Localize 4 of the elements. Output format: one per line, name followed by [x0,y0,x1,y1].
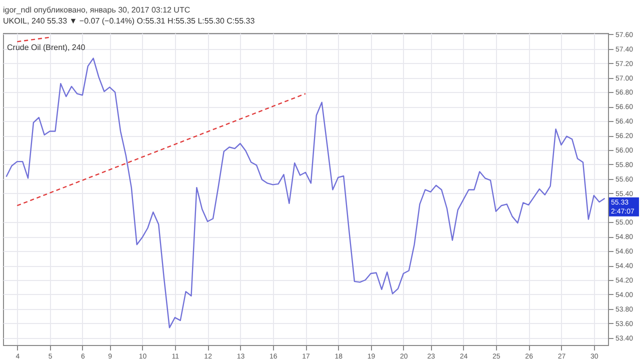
text: Crude Oil (Brent), 240 [7,43,86,52]
line-series [6,58,606,328]
text: igor_ndl опубликовано, январь 30, 2017 03:12 UTC [3,5,190,14]
text: UKOIL, 240 55.33 ▼ −0.07 (−0.14%) O:55.31 H:55.35 L:55.30 C:55.33 [3,16,256,26]
